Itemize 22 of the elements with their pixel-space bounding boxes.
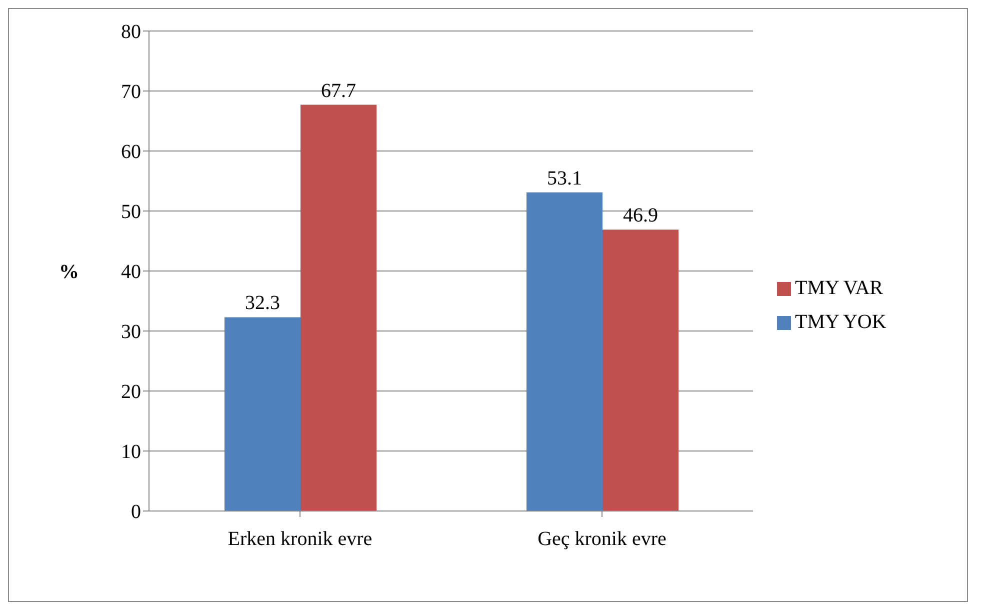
legend-label: TMY VAR (795, 277, 883, 299)
bar (300, 104, 376, 511)
y-tick-label: 60 (121, 141, 141, 164)
y-tick-label: 30 (121, 321, 141, 344)
bar (602, 230, 678, 511)
y-tick-label: 40 (121, 261, 141, 284)
y-tick-label: 20 (121, 381, 141, 404)
y-tick-label: 50 (121, 201, 141, 224)
data-label: 67.7 (321, 80, 356, 102)
bar (224, 317, 300, 511)
x-tick-label: Erken kronik evre (228, 528, 372, 550)
data-label: 53.1 (547, 167, 582, 190)
y-tick-label: 70 (121, 81, 141, 104)
data-label: 32.3 (245, 292, 280, 314)
legend-label: TMY YOK (795, 311, 886, 333)
data-label: 46.9 (623, 204, 658, 227)
y-axis-title: % (59, 261, 79, 284)
bar (526, 192, 602, 511)
y-tick-label: 80 (121, 21, 141, 44)
y-tick-label: 10 (121, 441, 141, 464)
y-tick-label: 0 (131, 501, 141, 524)
x-tick-label: Geç kronik evre (538, 528, 667, 550)
